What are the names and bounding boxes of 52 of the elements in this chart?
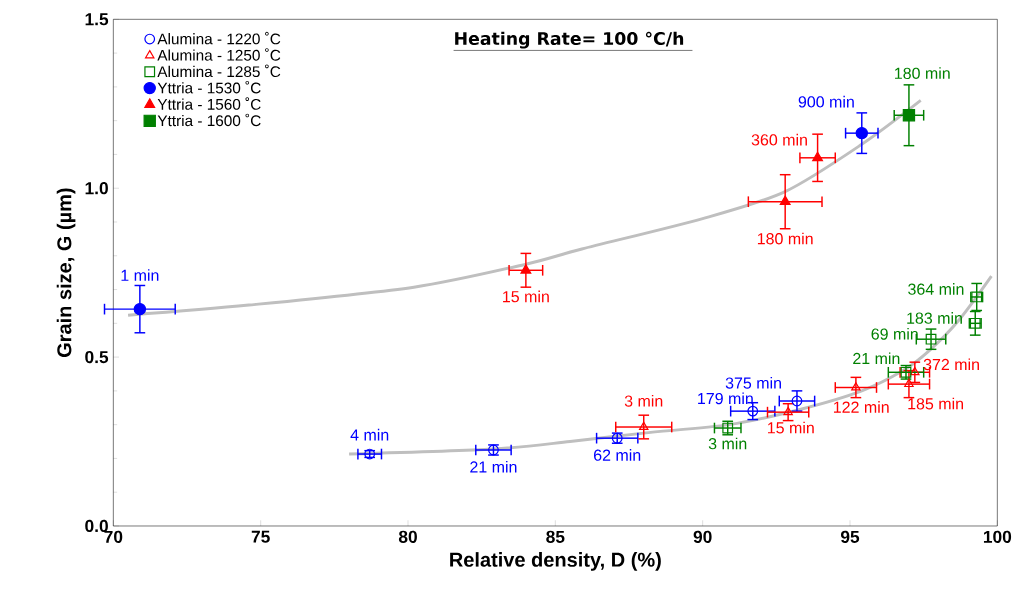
x-tick-label: 75 [251,530,270,543]
point [520,264,532,274]
point [747,405,759,417]
annotation: 122 min [833,401,889,413]
y-tick-label: 0.0 [85,519,108,533]
point [779,195,791,206]
annotation: 360 min [751,133,807,146]
annotation: 3 min [624,395,663,407]
annotation: 375 min [725,377,781,389]
annotation: 21 min [470,460,517,473]
legend-label: Yttria - 1530 ˚C [157,80,261,94]
y-axis-title: Grain size, G (µm) [56,188,76,358]
x-tick-label: 85 [546,530,565,543]
legend-label: Yttria - 1600 ˚C [157,113,261,127]
point [925,333,937,345]
legend-label: Alumina - 1220 ˚C [157,31,281,45]
y-tick-label: 1.5 [85,13,109,26]
annotation: 15 min [503,290,549,303]
x-tick-label: 100 [983,530,1012,543]
x-tick-label: 90 [693,530,712,543]
point [855,126,868,140]
y-tick-label: 0.5 [85,350,109,364]
annotation: 15 min [767,421,814,434]
x-tick-label: 70 [104,530,123,543]
annotation: 62 min [594,449,641,461]
y-tick-label: 1.0 [85,182,108,195]
x-tick-label: 95 [840,530,860,543]
point [851,382,861,391]
point [638,421,649,431]
annotation: 3 min [708,437,747,450]
legend-label: Yttria - 1560 ˚C [157,97,261,110]
point [902,109,916,122]
annotation: 364 min [908,283,964,295]
point [812,151,824,162]
legend-label: Alumina - 1250 ˚C [157,48,281,61]
point [133,302,147,316]
annotation: 179 min [698,392,753,405]
text: Heating Rate= 100 °C/h [455,31,684,49]
annotation: 1 min [121,269,159,281]
annotation: 21 min [853,352,900,365]
legend-label: Alumina - 1285 ˚C [157,64,281,78]
annotation: 185 min [908,397,963,410]
x-tick-label: 80 [398,530,417,543]
annotation: 180 min [895,67,950,79]
annotation: 4 min [350,428,389,441]
point [783,406,793,416]
annotation: 180 min [757,232,813,245]
annotation: 372 min [923,358,979,371]
annotation: 900 min [798,95,854,108]
annotation: 183 min [907,312,962,324]
x-axis-title: Relative density, D (%) [450,552,661,571]
point [791,395,803,407]
